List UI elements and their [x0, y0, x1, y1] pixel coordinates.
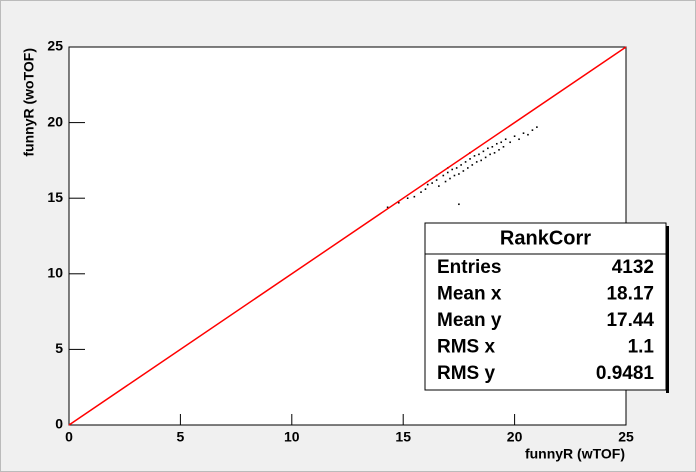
point [420, 191, 422, 193]
stats-value: 17.44 [606, 310, 654, 331]
point [446, 171, 449, 174]
stats-value: 1.1 [628, 337, 655, 358]
point [397, 201, 400, 204]
y-tick-label: 10 [47, 265, 63, 281]
point [442, 174, 445, 177]
point [518, 138, 520, 141]
point [435, 179, 438, 181]
point [449, 177, 451, 180]
point [513, 135, 516, 138]
point [462, 170, 465, 172]
point [467, 167, 469, 169]
point [522, 132, 525, 134]
x-axis-label: funnyR (wTOF) [525, 446, 625, 462]
point [489, 153, 491, 156]
point [527, 133, 529, 136]
point [458, 173, 460, 175]
x-tick-label: 20 [507, 429, 523, 445]
stats-shadow [666, 226, 669, 393]
x-tick-label: 15 [395, 429, 411, 445]
point [493, 152, 496, 154]
point [469, 158, 471, 160]
point [431, 182, 433, 184]
stats-value: 4132 [612, 257, 654, 278]
y-tick-label: 15 [47, 189, 63, 205]
x-tick-label: 10 [284, 429, 300, 445]
point [460, 164, 462, 166]
point [473, 155, 476, 157]
stats-title: RankCorr [500, 227, 591, 249]
x-tick-label: 0 [65, 429, 73, 445]
stats-value: 0.9481 [596, 363, 655, 384]
point [502, 145, 505, 148]
point [498, 149, 500, 151]
x-tick-label: 25 [618, 429, 634, 445]
point [424, 188, 427, 190]
point [531, 129, 534, 131]
point [406, 197, 409, 199]
point [444, 180, 447, 183]
point [438, 185, 440, 187]
point [475, 161, 478, 163]
point [509, 141, 511, 144]
point [536, 126, 538, 128]
point [491, 145, 494, 148]
stats-label: Entries [437, 257, 501, 278]
point [484, 156, 487, 159]
point [413, 195, 416, 198]
point [386, 206, 389, 209]
point [451, 168, 454, 171]
stats-label: Mean x [437, 284, 502, 305]
diagonal-line [68, 46, 627, 426]
stats-label: RMS y [437, 363, 496, 384]
point [480, 159, 482, 162]
stats-value: 18.17 [606, 284, 654, 305]
y-tick-label: 20 [47, 113, 63, 129]
x-tick-label: 5 [177, 429, 185, 445]
stats-label: RMS x [437, 337, 496, 358]
point [458, 203, 460, 206]
point [478, 153, 480, 156]
point [426, 183, 429, 186]
point [504, 138, 507, 141]
point [471, 164, 474, 166]
point [500, 141, 503, 144]
stats-box [424, 222, 667, 391]
y-tick-label: 0 [55, 416, 63, 432]
y-tick-label: 25 [47, 38, 63, 54]
point [482, 150, 485, 153]
point [495, 142, 498, 145]
point [453, 174, 456, 177]
point [455, 167, 458, 169]
point [464, 161, 467, 163]
y-axis-label: funnyR (woTOF) [21, 48, 37, 157]
point [487, 147, 489, 150]
y-tick-label: 5 [55, 340, 63, 356]
stats-label: Mean y [437, 310, 502, 331]
